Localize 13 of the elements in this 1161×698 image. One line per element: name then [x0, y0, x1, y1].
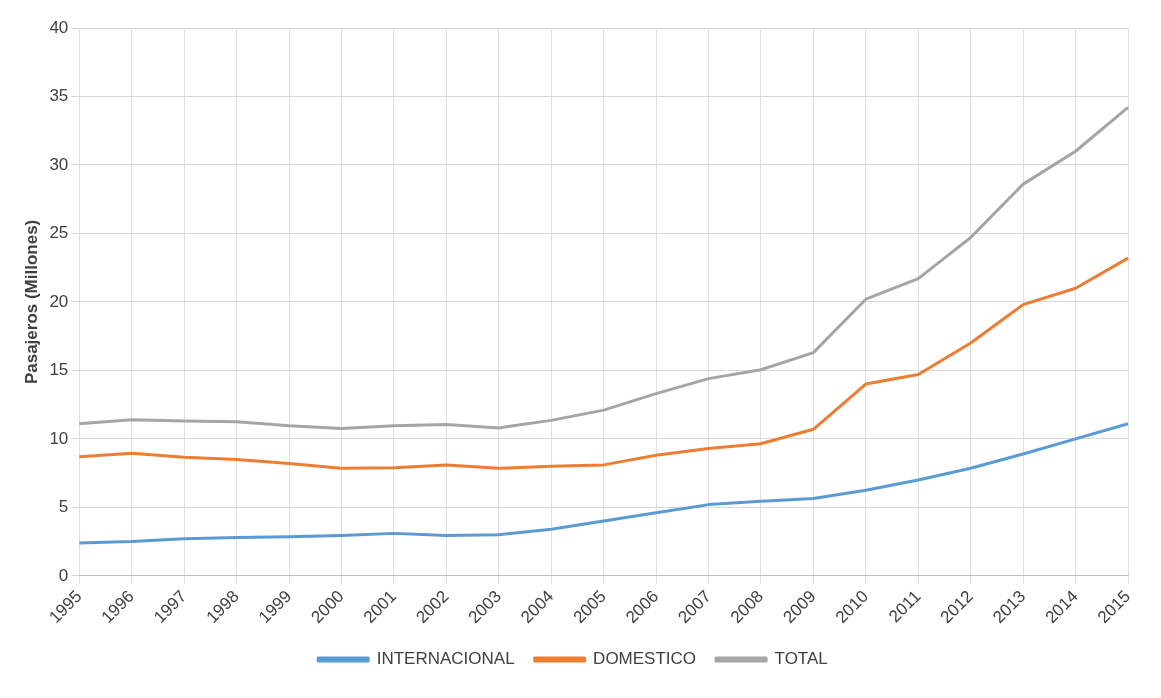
legend-label: DOMESTICO — [593, 649, 697, 669]
y-axis-title: Pasajeros (Millones) — [21, 219, 41, 385]
y-tick-label: 40 — [49, 17, 69, 37]
y-tick-label: 10 — [49, 428, 69, 448]
legend-label: INTERNACIONAL — [376, 649, 515, 669]
y-tick-label: 25 — [49, 223, 69, 243]
y-tick-label: 20 — [49, 291, 69, 311]
y-tick-label: 35 — [49, 86, 69, 106]
y-tick-label: 5 — [58, 497, 69, 517]
y-tick-label: 15 — [49, 360, 69, 380]
y-tick-label: 0 — [58, 565, 69, 585]
y-tick-label: 30 — [49, 154, 69, 174]
legend-label: TOTAL — [774, 649, 828, 669]
